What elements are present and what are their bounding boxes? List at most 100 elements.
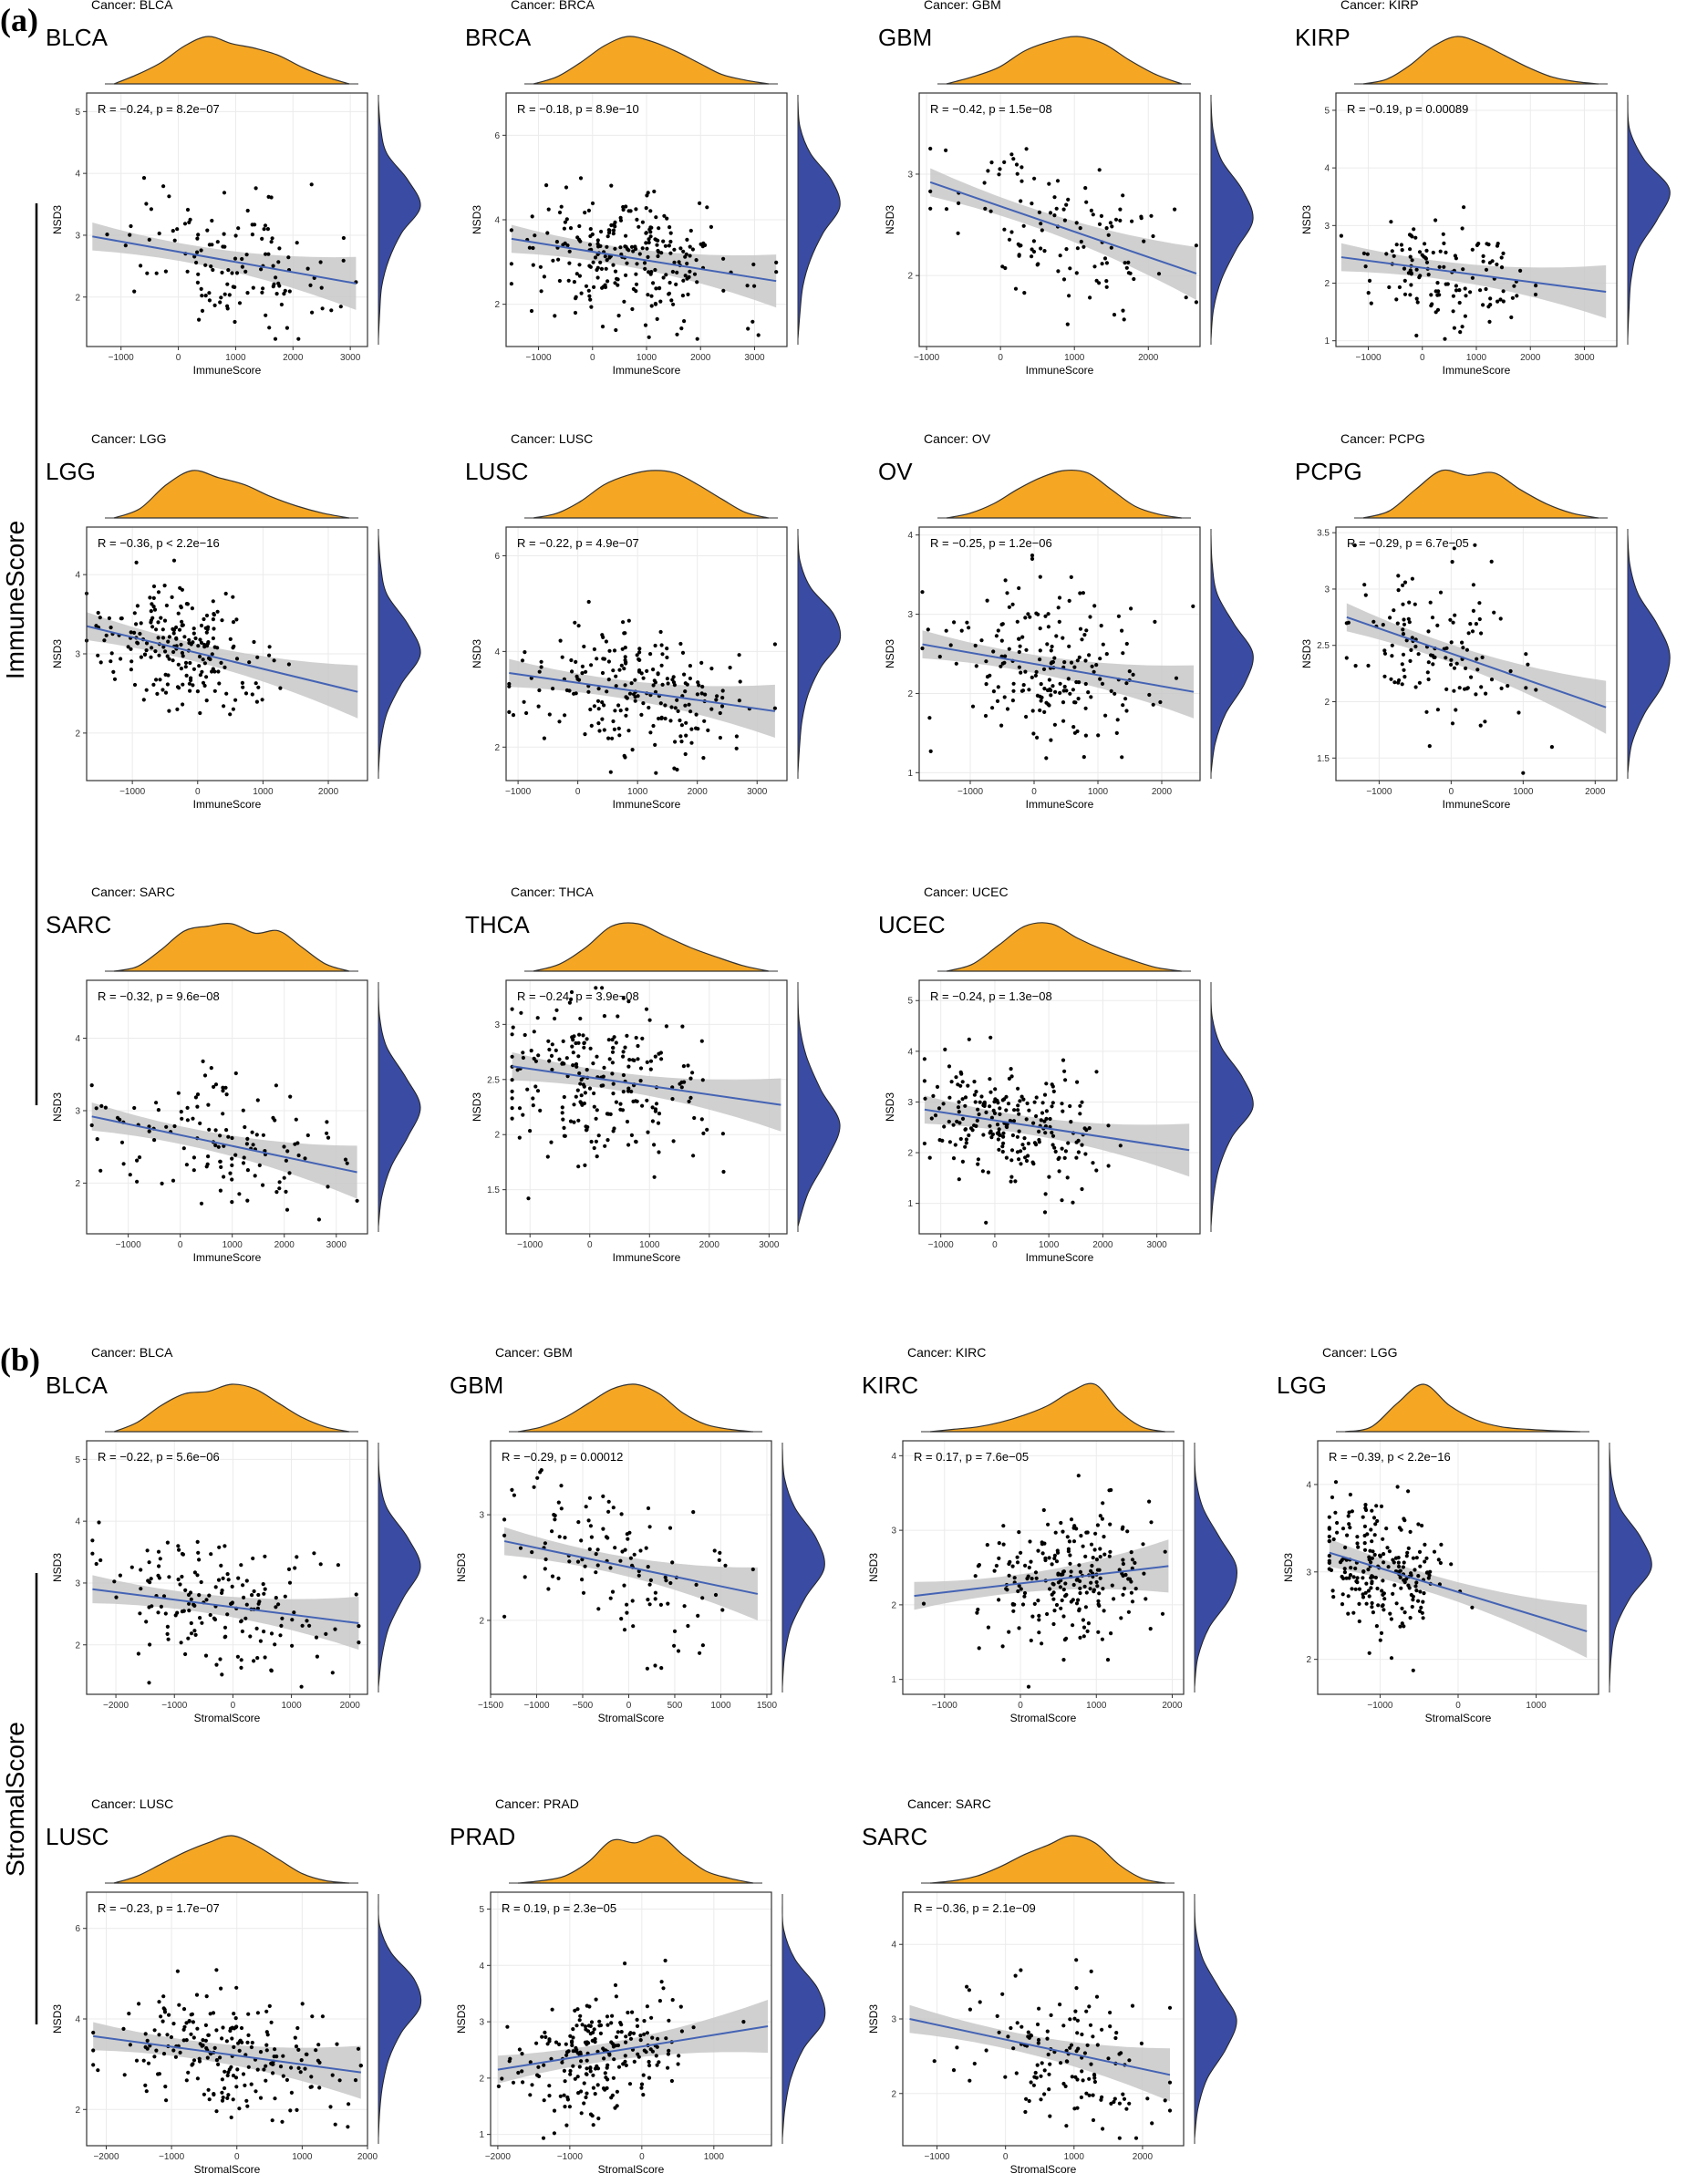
data-point [678,718,682,723]
data-point [1106,1164,1111,1168]
data-point [1027,2098,1031,2104]
data-point [554,1008,559,1012]
data-point [1001,1134,1006,1139]
data-point [1410,258,1414,263]
data-point [991,649,996,654]
data-point [1449,662,1454,668]
data-point [1470,247,1475,252]
data-point [995,2013,999,2018]
data-point [1499,686,1504,691]
data-point [605,258,609,263]
x-tick-label: 0 [998,353,1003,363]
data-point [138,631,142,637]
data-point [233,1071,238,1076]
data-point [206,1102,211,1107]
data-point [262,2067,266,2072]
data-point [998,1112,1002,1116]
data-point [1050,1101,1055,1105]
stat-annotation: R = −0.22, p = 4.9e−07 [517,536,639,550]
data-point [1410,636,1414,640]
data-point [1052,656,1057,660]
data-point [583,2024,588,2029]
data-point [996,1137,1000,1142]
data-point [185,1118,190,1123]
x-tick-label: −1000 [523,1701,550,1711]
data-point [139,655,143,659]
data-point [1423,1559,1427,1564]
data-point [195,280,200,285]
data-point [667,2018,671,2023]
data-point [1069,1517,1074,1522]
chart-title: Cancer: BRCA [511,0,595,12]
data-point [1090,1563,1094,1568]
data-point [1114,730,1119,736]
data-point [1394,243,1399,247]
data-point [670,1998,675,2003]
data-point [147,1681,151,1685]
x-tick-label: 2000 [357,2152,378,2162]
data-point [203,2038,208,2043]
data-point [150,625,155,629]
data-point [655,2063,659,2067]
right-density-curve [1627,99,1671,340]
data-point [161,184,166,189]
data-point [563,220,568,224]
data-point [149,609,153,614]
data-point [144,202,149,206]
data-point [1042,2068,1047,2073]
data-point [570,2039,574,2044]
data-point [973,643,978,648]
chart-title: Cancer: PCPG [1340,431,1425,446]
data-point [307,1623,312,1628]
data-point [1109,2101,1113,2106]
data-point [152,2055,157,2059]
data-point [90,1538,95,1543]
data-point [198,673,202,678]
data-point [1029,1559,1033,1564]
data-point [337,2078,342,2083]
x-tick-label: 500 [668,1701,683,1711]
data-point [197,317,202,322]
data-point [611,263,616,267]
data-point [772,706,778,710]
data-point [1071,1582,1076,1588]
data-point [956,1082,960,1087]
top-density-curve [113,36,350,85]
data-point [981,1133,986,1137]
regression-line [922,643,1195,693]
data-point [1091,1556,1095,1560]
data-point [588,2069,593,2074]
data-point [967,1988,971,1993]
data-point [988,1104,992,1109]
data-point [623,1547,627,1552]
data-point [1117,2136,1122,2140]
data-point [245,1168,250,1173]
data-point [958,1136,963,1142]
data-point [244,253,249,257]
data-point [604,639,609,644]
x-tick-label: 2000 [283,353,304,363]
data-point [657,1999,663,2003]
data-point [161,645,166,649]
data-point [943,1047,947,1051]
chart-title: Cancer: LGG [91,431,166,446]
x-tick-label: −2000 [103,1701,129,1711]
data-point [1023,1563,1028,1568]
data-point [682,672,687,677]
data-point [1133,2136,1139,2140]
data-point [595,657,599,661]
data-point [986,1625,990,1630]
data-point [1342,1570,1347,1575]
data-point [246,2012,251,2016]
y-axis-title: NSD3 [471,205,483,234]
data-point [1191,604,1195,609]
y-tick-label: 3 [907,170,913,180]
data-point [630,2010,635,2014]
data-point [541,2136,546,2140]
data-point [1054,634,1059,638]
data-point [646,1506,651,1511]
y-tick-label: 1 [907,769,913,779]
y-tick-label: 3 [75,231,80,241]
